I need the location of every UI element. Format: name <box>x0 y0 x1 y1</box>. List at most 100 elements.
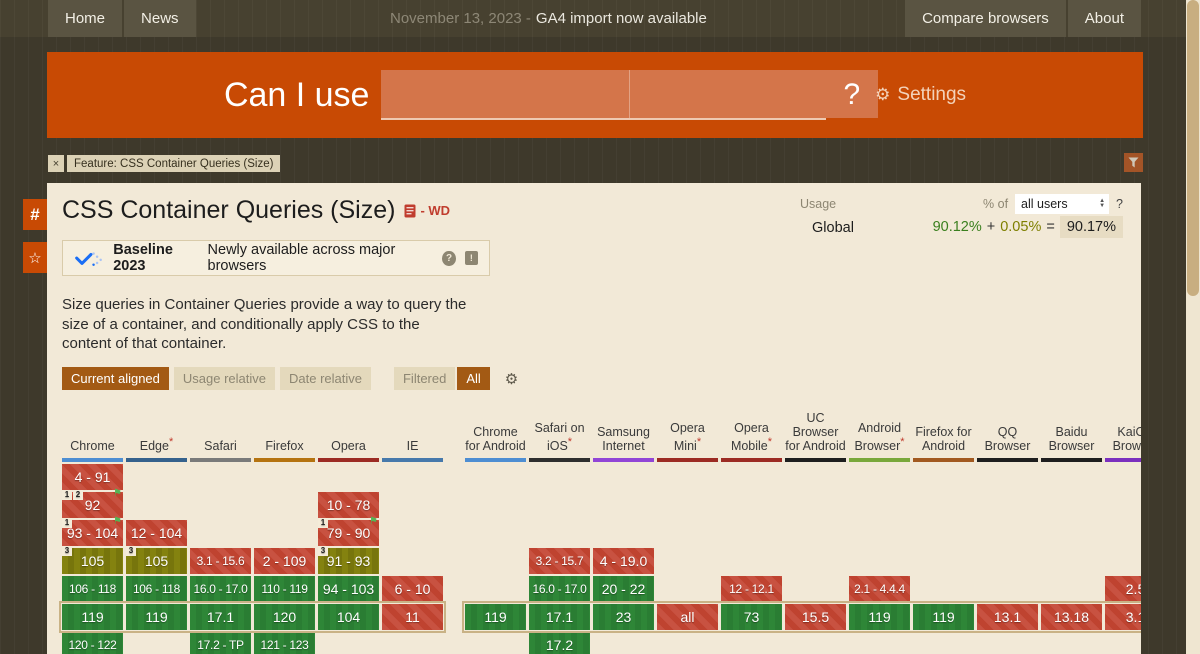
browser-header-firefox[interactable]: Firefox <box>265 439 304 453</box>
support-cell[interactable]: 119 <box>913 604 974 630</box>
browser-header-edge[interactable]: Edge* <box>139 435 174 453</box>
support-cell[interactable]: 3.2 - 15.7 <box>529 548 590 574</box>
support-cell[interactable]: 2 - 109 <box>254 548 315 574</box>
support-cell[interactable]: 105 3 <box>62 546 123 574</box>
browser-header-opera-mobile[interactable]: Opera Mobile* <box>730 420 773 453</box>
filtered-button[interactable]: Filtered <box>393 367 456 390</box>
support-cell[interactable]: 73 <box>721 604 782 630</box>
note-badge[interactable]: 2 <box>73 490 83 500</box>
support-cell[interactable]: 94 - 103 <box>318 576 379 602</box>
permalink-hash-button[interactable]: # <box>23 199 47 230</box>
browser-header-kaios-browser[interactable]: KaiOS Browser <box>1112 425 1141 453</box>
support-cell[interactable]: 119 <box>849 604 910 630</box>
support-cell[interactable]: 119 <box>465 604 526 630</box>
note-badge[interactable]: 3 <box>126 546 136 556</box>
usage-source-select[interactable]: all users ▲ ▼ <box>1015 194 1110 214</box>
support-cell[interactable]: 79 - 90 1 ⚑ <box>318 516 379 546</box>
support-cell[interactable]: 119 <box>62 604 123 630</box>
browser-header-qq-browser[interactable]: QQ Browser <box>984 425 1031 453</box>
remove-feature-filter-button[interactable]: × <box>48 155 64 172</box>
support-cell[interactable]: 92 1 2 ⚑ <box>62 488 123 518</box>
note-badge[interactable]: 1 <box>62 518 72 528</box>
support-cell[interactable]: 4 - 19.0 <box>593 548 654 574</box>
support-cell[interactable]: 12 - 12.1 <box>721 576 782 602</box>
date-relative-button[interactable]: Date relative <box>280 367 371 390</box>
support-cell[interactable]: 20 - 22 <box>593 576 654 602</box>
filter-button[interactable] <box>1124 153 1143 172</box>
settings-button[interactable]: ⚙ Settings <box>875 84 966 106</box>
usage-help-link[interactable]: ? <box>1116 197 1123 211</box>
support-cell[interactable]: 17.1 <box>190 604 251 630</box>
nav-news-button[interactable]: News <box>124 0 196 37</box>
note-badge[interactable]: 3 <box>62 546 72 556</box>
baseline-feedback-icon[interactable]: ! <box>464 251 478 265</box>
browser-header-samsung-internet[interactable]: Samsung Internet <box>597 425 650 453</box>
support-cell[interactable]: 105 3 <box>126 546 187 574</box>
support-cell[interactable]: 23 <box>593 604 654 630</box>
support-cell[interactable]: 110 - 119 <box>254 576 315 602</box>
support-cell[interactable]: 91 - 93 3 <box>318 546 379 574</box>
support-cell[interactable]: 11 <box>382 604 443 630</box>
support-cell[interactable]: all <box>657 604 718 630</box>
browser-header-ie[interactable]: IE <box>406 439 419 453</box>
note-badge[interactable]: 3 <box>318 546 328 556</box>
search-help-question-mark[interactable]: ? <box>843 78 861 111</box>
scrollbar-thumb[interactable] <box>1187 0 1199 296</box>
support-cell[interactable]: 16.0 - 17.0 <box>529 576 590 602</box>
browser-color-bar <box>126 458 187 462</box>
gear-icon: ⚙ <box>875 85 891 104</box>
support-cell[interactable]: 2.5 <box>1105 576 1141 602</box>
note-badge[interactable]: 1 <box>62 490 72 500</box>
support-cell[interactable]: 12 - 104 <box>126 520 187 546</box>
support-cell[interactable]: 106 - 118 <box>62 576 123 602</box>
news-announcement-link[interactable]: GA4 import now available <box>535 10 707 27</box>
browser-header-android-browser[interactable]: Android Browser* <box>854 420 905 453</box>
nav-about-button[interactable]: About <box>1067 0 1141 37</box>
support-cell[interactable]: 2.1 - 4.4.4 <box>849 576 910 602</box>
support-cell[interactable]: 3.1 - 15.6 <box>190 548 251 574</box>
support-cell[interactable]: 17.2 <box>529 632 590 654</box>
note-badge[interactable]: 1 <box>318 518 328 528</box>
support-cell[interactable]: 10 - 78 <box>318 492 379 518</box>
support-cell[interactable]: 6 - 10 <box>382 576 443 602</box>
table-settings-gear-icon[interactable]: ⚙ <box>504 370 519 388</box>
support-cell[interactable]: 4 - 91 <box>62 464 123 490</box>
hero-header: Can I use ? ⚙ Settings <box>47 52 1143 138</box>
support-cell[interactable]: 13.18 <box>1041 604 1102 630</box>
scrollbar-track[interactable] <box>1186 0 1200 654</box>
support-cell[interactable]: 121 - 123 <box>254 632 315 654</box>
browser-header-baidu-browser[interactable]: Baidu Browser <box>1048 425 1095 453</box>
nav-home-button[interactable]: Home <box>48 0 123 37</box>
support-cell[interactable]: 104 <box>318 604 379 630</box>
support-cell[interactable]: 15.5 <box>785 604 846 630</box>
support-cell[interactable]: 119 <box>126 604 187 630</box>
usage-relative-button[interactable]: Usage relative <box>173 367 275 390</box>
feature-search-input[interactable] <box>381 70 631 118</box>
support-cell[interactable]: 3.1 <box>1105 604 1141 630</box>
support-cell[interactable]: 106 - 118 <box>126 576 187 602</box>
browser-cells: 12 - 12.1 73 <box>721 462 782 654</box>
browser-header-uc-browser-for-android[interactable]: UC Browser for Android <box>785 411 846 453</box>
browser-header-opera-mini[interactable]: Opera Mini* <box>670 420 705 453</box>
browser-header-safari-on-ios[interactable]: Safari on iOS* <box>534 420 585 453</box>
baseline-help-icon[interactable]: ? <box>442 250 456 266</box>
feature-search-input-secondary[interactable] <box>630 70 879 118</box>
support-cell[interactable]: 93 - 104 1 ⚑ <box>62 516 123 546</box>
browser-header-firefox-for-android[interactable]: Firefox for Android <box>915 425 972 453</box>
all-button[interactable]: All <box>457 367 490 390</box>
favorite-star-button[interactable]: ☆ <box>23 242 47 273</box>
browser-header-safari[interactable]: Safari <box>204 439 237 453</box>
support-cell[interactable]: 16.0 - 17.0 <box>190 576 251 602</box>
support-cell[interactable]: 17.2 - TP <box>190 632 251 654</box>
spec-status-link[interactable]: - WD <box>404 203 450 218</box>
browser-header-chrome[interactable]: Chrome <box>70 439 115 453</box>
current-aligned-button[interactable]: Current aligned <box>62 367 169 390</box>
browser-header-opera[interactable]: Opera <box>331 439 366 453</box>
support-cell[interactable]: 17.1 <box>529 604 590 630</box>
nav-compare-browsers-button[interactable]: Compare browsers <box>905 0 1066 37</box>
support-cell[interactable]: 120 - 122 <box>62 632 123 654</box>
site-logo-title[interactable]: Can I use <box>223 75 370 114</box>
browser-header-chrome-for-android[interactable]: Chrome for Android <box>465 425 526 453</box>
support-cell[interactable]: 13.1 <box>977 604 1038 630</box>
support-cell[interactable]: 120 <box>254 604 315 630</box>
